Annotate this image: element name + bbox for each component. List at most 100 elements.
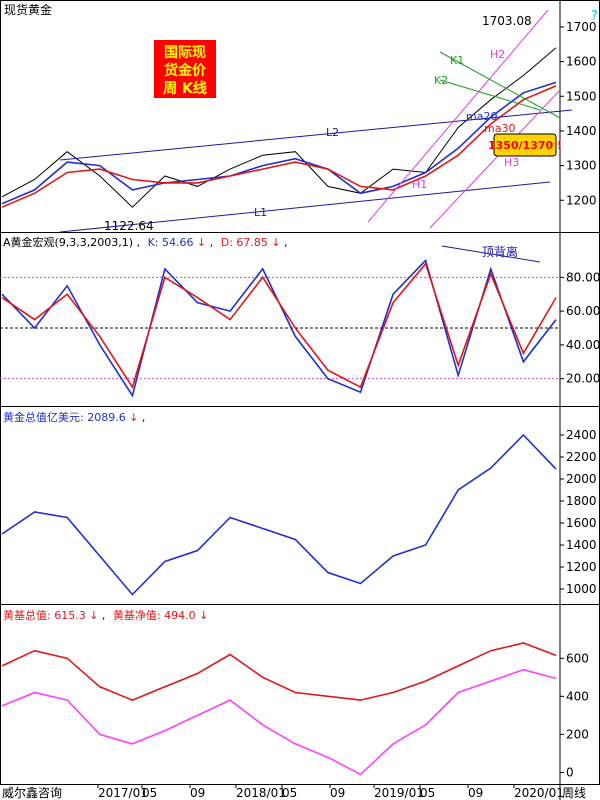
y-tick-label: 1700 [566,20,597,34]
macro-legend-sep-2: , [210,236,214,249]
macro-legend-d-arrow: ↓ [271,236,280,249]
y-tick-label: 1400 [566,124,597,138]
label-ma30: ma30 [484,122,515,135]
label-h1: H1 [412,178,427,191]
macro-legend-k-arrow: ↓ [197,236,206,249]
date-tick-label: 2019/01 [374,786,424,800]
date-tick-label: 09 [190,786,205,800]
series-line-ma30 [1,85,557,208]
date-tick-label: 2017/01 [98,786,148,800]
macro-legend-name: A黄金宏观(9,3,3,2003,1) [3,235,133,249]
fund-panel-frame [0,604,600,785]
macro-legend-sep-3: , [284,236,288,249]
series-line-ma20 [1,81,557,205]
y-tick-label: 1600 [566,516,597,530]
label-k2: K2 [434,74,448,87]
macro-legend-sep-1: , [137,236,141,249]
series-line-黄金总值亿美元 [1,433,557,596]
footer-period: 周线 [562,786,586,800]
macro-legend-k: K: 54.66 [148,236,194,249]
fund-legend-net: 黄基净值: 494.0 [113,608,196,622]
date-tick-label: 09 [330,786,345,800]
total-yaxis: 2400 2200 2000 1800 1600 1400 1200 1000 [560,428,597,596]
date-tick-label: 09 [468,786,483,800]
date-tick-label: 05 [420,786,435,800]
badge-line-1: 国际现 [164,45,206,61]
level-box-bg [493,133,557,157]
badge-box [154,40,216,98]
total-panel-frame [0,406,600,605]
trend-lines-group [59,9,573,233]
y-tick-label: 200 [566,727,589,741]
line-labels: L2 L1 K1 K2 H2 H1 H3 ma20 ma30 [254,48,519,219]
fund-legend-total-arrow: ↓ [89,609,98,622]
macro-guides [0,276,560,380]
y-tick-label: 1500 [566,89,597,103]
trend-line-k1 [439,51,561,119]
fund-legend-sep-1: , [102,609,106,622]
y-tick-label: 0 [566,765,574,779]
trend-line-k2 [439,79,541,111]
date-tick-label: 05 [282,786,297,800]
low-label: 1122.64 [104,219,154,233]
total-legend-arrow: ↓ [129,411,138,424]
macro-legend-d: D: 67.85 [221,236,268,249]
y-tick-label: 20.00 [566,372,600,386]
y-tick-label: 80.00 [566,270,600,284]
fund-legend: 黄基总值: 615.3 ↓ , 黄基净值: 494.0 ↓ [3,608,208,622]
fan-line-h1 [367,9,549,223]
label-k1: K1 [450,54,464,67]
total-legend-text: 黄金总值亿美元: 2089.6 [3,410,126,424]
series-line-黄基总值 [1,642,557,701]
y-tick-label: 1800 [566,494,597,508]
total-legend-sep: , [142,411,146,424]
series-line-price [1,47,557,208]
total-series-group [1,433,557,596]
level-box-text: 1350/1370 ! [488,139,562,152]
label-l2: L2 [326,126,339,139]
badge-line-3: 周 K线 [163,80,207,97]
label-h2: H2 [490,48,505,61]
price-yaxis: 1700 1600 1500 1400 1300 1200 [560,20,597,207]
total-legend: 黄金总值亿美元: 2089.6 ↓ , [3,410,145,424]
date-tick-label: 05 [142,786,157,800]
price-badge: 国际现 货金价 周 K线 [154,40,216,98]
macro-yaxis: 80.00 60.00 40.00 20.00 [560,270,600,386]
badge-line-2: 货金价 [163,62,207,79]
label-h3: H3 [504,156,519,169]
level-box: 1350/1370 ! [488,133,562,157]
macro-series-group [1,258,557,398]
date-tick-label: 2020/01 [514,786,564,800]
date-tick-label: 2018/01 [236,786,286,800]
price-series-group [1,47,557,208]
y-tick-label: 1200 [566,193,597,207]
series-line-D [1,262,557,390]
series-line-黄基净值 [1,668,557,776]
fund-yaxis: 600 400 200 0 [560,651,589,779]
label-l1: L1 [254,206,267,219]
y-tick-label: 600 [566,651,589,665]
y-tick-label: 1300 [566,159,597,173]
chart-title: 现货黄金 [4,2,52,17]
y-tick-label: 2200 [566,450,597,464]
fund-series-group [1,642,557,776]
channel-line-l1 [59,181,551,233]
fund-legend-total: 黄基总值: 615.3 [3,608,86,622]
y-tick-label: 2400 [566,428,597,442]
y-tick-label: 400 [566,689,589,703]
footer-source: 威尔鑫咨询 [2,785,62,800]
y-tick-label: 40.00 [566,338,600,352]
label-ma20: ma20 [466,110,497,123]
svg-text:A黄金宏观(9,3,3,2003,1) ,: A黄金宏观(9,3,3,2003,1) , K: 54.66 ↓ , D: 67… [3,235,288,249]
y-tick-label: 60.00 [566,304,600,318]
y-tick-label: 1200 [566,560,597,574]
macro-legend: A黄金宏观(9,3,3,2003,1) , K: 54.66 ↓ , D: 67… [3,235,288,249]
channel-line-l2 [59,109,573,161]
high-label: 1703.08 [482,14,532,28]
y-tick-label: 1000 [566,582,597,596]
divergence-line [441,245,541,263]
cyan-marker: ? [591,9,598,24]
